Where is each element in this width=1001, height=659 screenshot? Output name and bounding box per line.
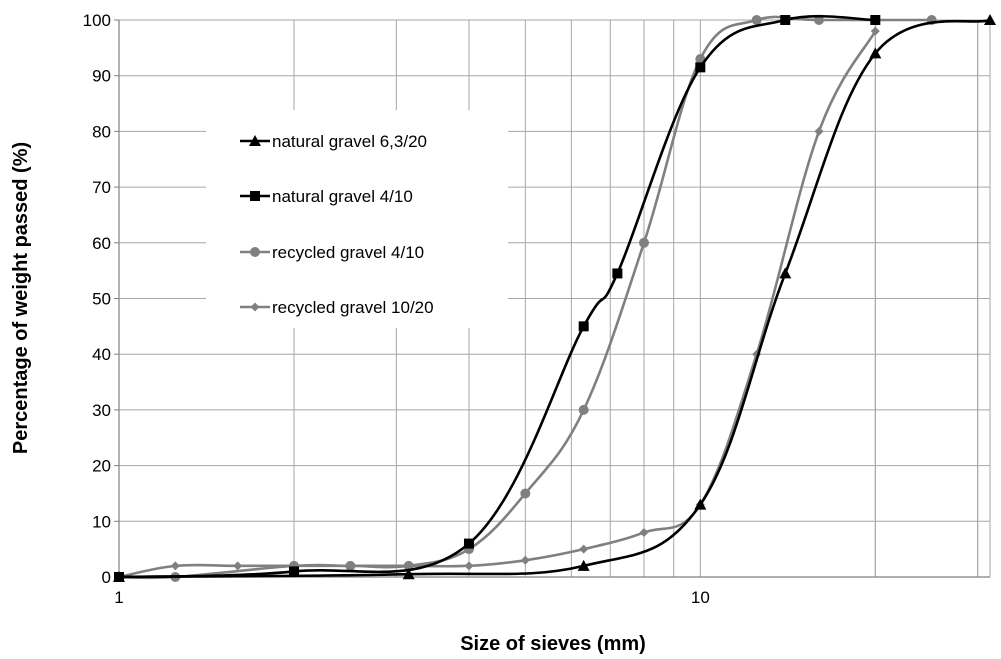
data-point — [520, 488, 530, 498]
data-point — [464, 539, 474, 549]
legend: natural gravel 6,3/20 natural gravel 4/10… — [206, 110, 508, 328]
data-point — [345, 561, 355, 571]
y-tick-label: 20 — [92, 457, 111, 476]
data-point — [612, 268, 622, 278]
x-axis-title: Size of sieves (mm) — [460, 633, 646, 655]
x-tick-label: 1 — [114, 588, 123, 607]
y-tick-label: 90 — [92, 67, 111, 86]
data-point — [814, 127, 823, 136]
y-tick-label: 40 — [92, 345, 111, 364]
legend-label: recycled gravel 4/10 — [272, 243, 424, 262]
data-point — [639, 528, 648, 537]
data-point — [464, 561, 473, 570]
y-tick-label: 10 — [92, 512, 111, 531]
data-point — [171, 561, 180, 570]
legend-label: recycled gravel 10/20 — [272, 298, 434, 317]
y-axis-title: Percentage of weight passed (%) — [10, 142, 32, 454]
data-point — [639, 238, 649, 248]
data-point — [579, 545, 588, 554]
data-point — [780, 15, 790, 25]
y-tick-label: 70 — [92, 178, 111, 197]
legend-label: natural gravel 6,3/20 — [272, 132, 427, 151]
data-point — [233, 561, 242, 570]
data-point — [579, 405, 589, 415]
legend-marker — [250, 191, 260, 201]
y-tick-label: 0 — [102, 568, 111, 587]
y-tick-label: 50 — [92, 290, 111, 309]
y-tick-label: 100 — [83, 11, 111, 30]
y-tick-label: 60 — [92, 234, 111, 253]
legend-marker — [250, 247, 260, 257]
data-point — [521, 556, 530, 565]
y-tick-label: 80 — [92, 122, 111, 141]
data-point — [695, 62, 705, 72]
x-tick-label: 10 — [691, 588, 710, 607]
y-tick-label: 30 — [92, 401, 111, 420]
data-point — [579, 321, 589, 331]
data-point — [752, 15, 762, 25]
legend-label: natural gravel 4/10 — [272, 187, 413, 206]
data-point — [870, 15, 880, 25]
